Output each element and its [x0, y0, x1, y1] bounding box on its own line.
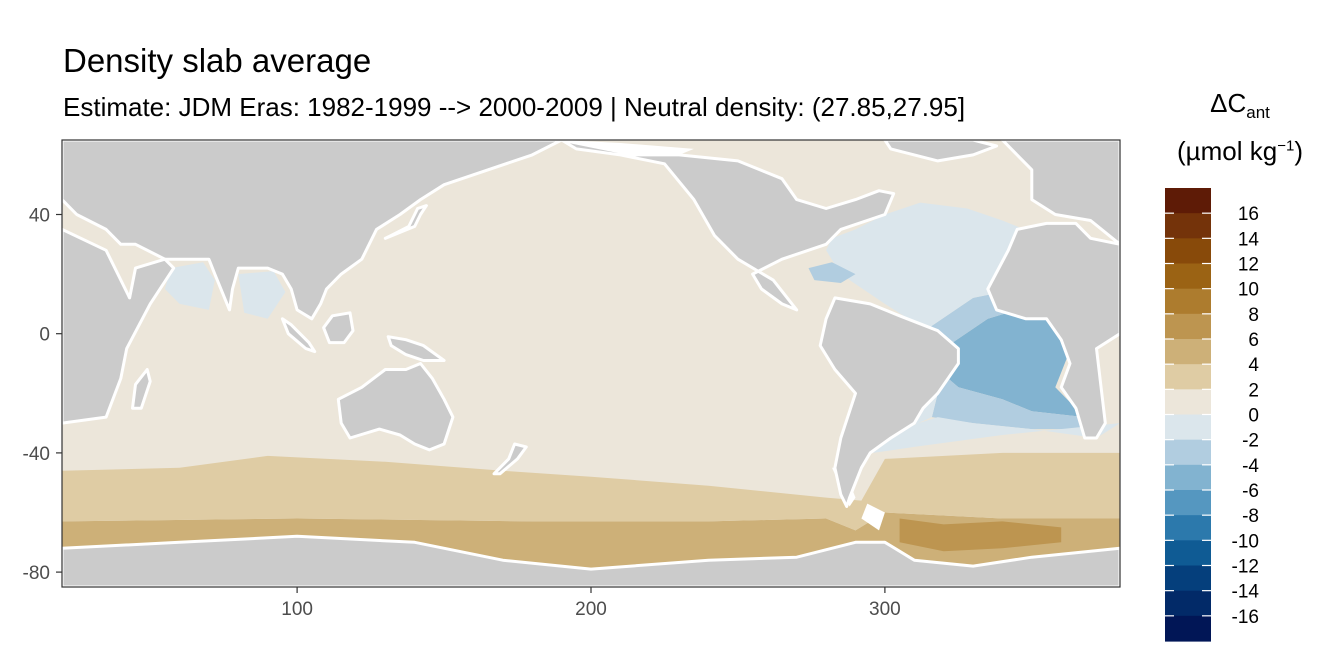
legend-swatch	[1165, 615, 1211, 642]
legend-label: -12	[1232, 557, 1259, 578]
legend-swatch	[1165, 565, 1211, 592]
y-tick-label: 40	[29, 206, 50, 227]
x-tick-label: 300	[869, 599, 901, 620]
legend-label: 6	[1248, 330, 1259, 351]
zone-south-atlantic-minus	[937, 309, 1085, 418]
zone-caribbean	[808, 262, 856, 283]
legend-title-sub: ant	[1246, 103, 1270, 123]
legend-label: 14	[1238, 229, 1260, 250]
legend-label: 0	[1248, 406, 1259, 427]
land-borneo	[322, 311, 355, 345]
legend-unit: (µmol kg−1)	[1150, 136, 1330, 167]
map-layers	[62, 140, 1120, 587]
zone-south-atlantic-ring	[929, 289, 1097, 430]
legend-swatch	[1165, 288, 1211, 315]
land-south-america	[818, 296, 960, 508]
land-new-guinea	[386, 335, 446, 362]
x-tick-label: 200	[575, 599, 607, 620]
legend-swatch	[1165, 339, 1211, 365]
legend-swatch	[1165, 238, 1211, 265]
legend-swatch	[1165, 213, 1211, 239]
legend-label: -4	[1242, 456, 1259, 477]
land-arabia-horn	[62, 227, 176, 425]
legend-unit-sup: −1	[1277, 137, 1295, 155]
legend-label: -16	[1232, 607, 1259, 628]
zone-arabian-sea	[164, 262, 215, 310]
zone-weddell-core	[899, 518, 1062, 552]
legend-label: 2	[1248, 380, 1259, 401]
legend-label: -6	[1242, 481, 1259, 502]
legend-swatch	[1165, 414, 1211, 441]
legend-title-main: ΔC	[1210, 88, 1247, 118]
land-antarctica	[62, 534, 1120, 587]
land-new-zealand	[492, 442, 528, 476]
zone-southern-ocean-shelf	[62, 512, 1120, 570]
legend-swatch	[1165, 439, 1211, 466]
chart-subtitle: Estimate: JDM Eras: 1982-1999 --> 2000-2…	[63, 92, 966, 122]
legend-swatch	[1165, 188, 1211, 214]
nodata-north-pacific-gap	[561, 140, 694, 155]
legend-swatch	[1165, 490, 1211, 516]
chart-title: Density slab average	[63, 42, 372, 79]
land-north-america	[560, 140, 896, 312]
legend-label: 8	[1248, 305, 1259, 326]
legend-label: 16	[1238, 204, 1259, 225]
legend-label: 4	[1248, 355, 1259, 376]
land-greenland	[883, 140, 999, 163]
legend-label: -2	[1242, 431, 1259, 452]
land-australia	[336, 362, 455, 452]
zone-southern-ocean-band	[62, 452, 1120, 531]
legend-label: -14	[1232, 582, 1260, 603]
legend-title: ΔCant	[1150, 88, 1330, 123]
legend-swatch	[1165, 540, 1211, 567]
legend-unit-open: (µmol kg	[1177, 136, 1278, 166]
legend-label: 12	[1238, 255, 1259, 276]
legend-unit-close: )	[1294, 136, 1303, 166]
legend-swatch	[1165, 364, 1211, 390]
legend-swatch	[1165, 464, 1211, 491]
zone-atlantic-light	[826, 202, 1120, 453]
land-africa	[986, 221, 1120, 440]
legend-label: 10	[1238, 280, 1259, 301]
land-sumatra	[280, 317, 317, 354]
land-japan	[383, 204, 428, 240]
legend-label: -10	[1232, 531, 1259, 552]
legend-swatch	[1165, 389, 1211, 416]
legend-swatch	[1165, 590, 1211, 617]
land-madagascar	[131, 368, 152, 410]
legend-swatch	[1165, 263, 1211, 290]
legend-label: -8	[1242, 506, 1259, 527]
zone-bay-of-bengal	[238, 271, 286, 319]
y-tick-label: -40	[23, 444, 50, 465]
legend-swatch	[1165, 515, 1211, 541]
land-europe-asia	[1000, 140, 1120, 246]
x-tick-label: 100	[281, 599, 313, 620]
nodata-drake-passage	[861, 503, 885, 531]
land-asia	[62, 140, 564, 321]
legend-swatch	[1165, 313, 1211, 340]
y-tick-label: -80	[23, 563, 50, 584]
y-tick-label: 0	[39, 325, 50, 346]
